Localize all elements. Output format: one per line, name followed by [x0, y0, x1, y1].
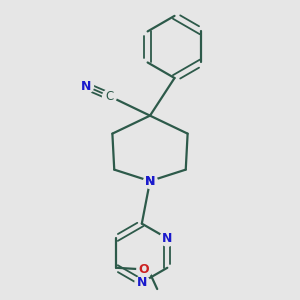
Text: N: N	[81, 80, 92, 93]
Text: O: O	[139, 263, 149, 276]
Text: N: N	[136, 276, 147, 289]
Text: N: N	[162, 232, 172, 245]
Text: N: N	[145, 175, 155, 188]
Text: C: C	[105, 89, 113, 103]
Text: N: N	[145, 175, 155, 188]
